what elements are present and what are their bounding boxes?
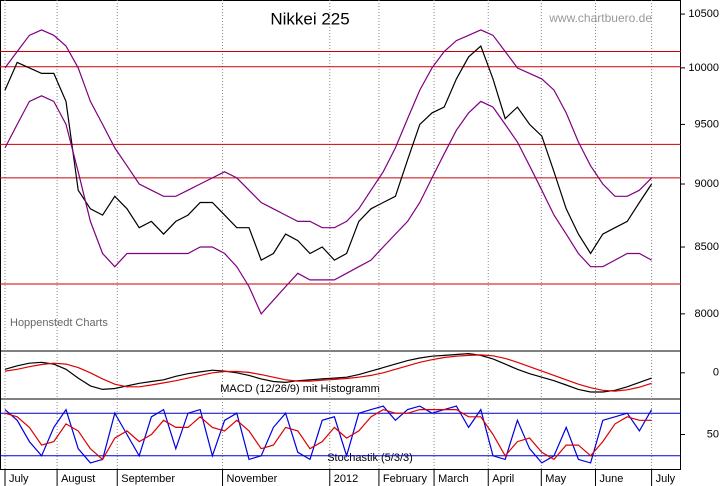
x-tick-label: June — [599, 473, 623, 485]
x-tick-label: April — [492, 473, 514, 485]
y-tick-label: 10000 — [688, 62, 719, 74]
series-line — [4, 354, 652, 392]
plot-frame — [0, 0, 681, 470]
y-tick-label: 8000 — [695, 308, 719, 320]
chart-title: Nikkei 225 — [270, 9, 349, 28]
y-tick-label: 8500 — [695, 241, 719, 253]
series-line — [4, 352, 652, 393]
series-line — [4, 44, 653, 261]
y-tick-label: 50 — [707, 428, 719, 440]
x-tick-label: July — [656, 473, 676, 485]
y-tick-label: 9000 — [695, 178, 719, 190]
panel-title: Stochastik (5/3/3) — [327, 452, 413, 464]
subtitle: www.chartbuero.de — [548, 11, 652, 25]
x-tick-label: August — [61, 473, 95, 485]
x-tick-label: September — [121, 473, 175, 485]
x-tick-label: February — [383, 473, 428, 485]
series-line — [4, 29, 653, 229]
x-tick-label: November — [227, 473, 278, 485]
x-tick-label: July — [9, 473, 29, 485]
y-tick-label: 10500 — [688, 8, 719, 20]
series-line — [4, 408, 652, 461]
y-tick-label: 0 — [713, 367, 719, 379]
series-line — [4, 405, 653, 464]
x-tick-label: 2012 — [334, 473, 358, 485]
x-tick-label: May — [545, 473, 566, 485]
panel-title: MACD (12/26/9) mit Histogramm — [220, 383, 380, 395]
series-line — [4, 95, 652, 315]
y-tick-label: 9500 — [695, 118, 719, 130]
x-tick-label: March — [438, 473, 469, 485]
annotation: Hoppenstedt Charts — [10, 317, 108, 329]
